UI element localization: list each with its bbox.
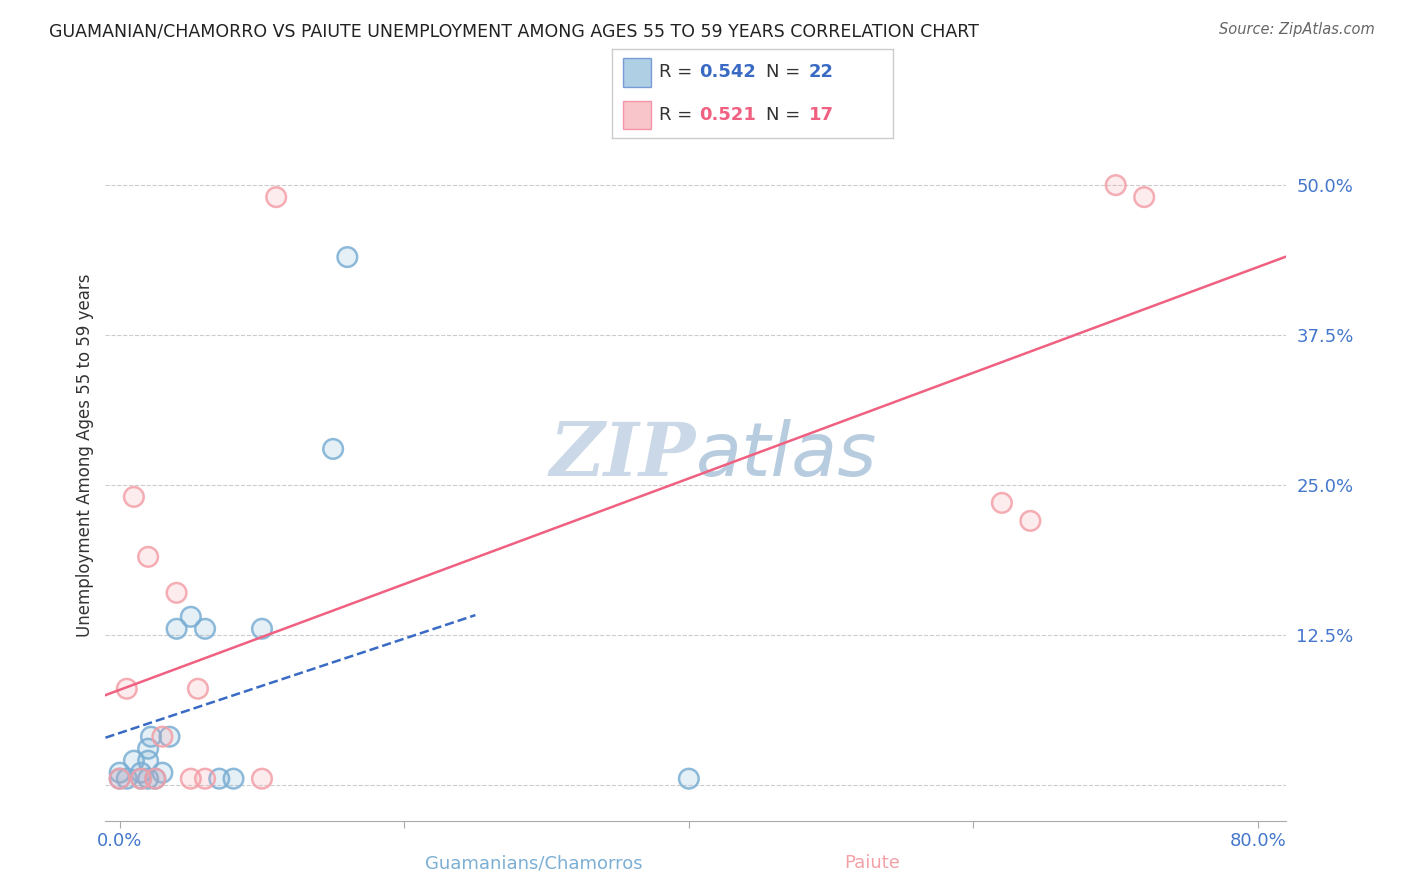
Point <box>115 681 138 696</box>
Point <box>322 442 344 456</box>
Point <box>194 772 217 786</box>
Text: GUAMANIAN/CHAMORRO VS PAIUTE UNEMPLOYMENT AMONG AGES 55 TO 59 YEARS CORRELATION : GUAMANIAN/CHAMORRO VS PAIUTE UNEMPLOYMEN… <box>49 22 979 40</box>
FancyBboxPatch shape <box>623 58 651 87</box>
Point <box>180 772 202 786</box>
Point <box>129 772 152 786</box>
Point <box>991 496 1014 510</box>
Point <box>150 730 173 744</box>
Point <box>250 622 273 636</box>
Point <box>136 772 159 786</box>
Point <box>180 609 202 624</box>
Point <box>264 190 287 204</box>
Text: Source: ZipAtlas.com: Source: ZipAtlas.com <box>1219 22 1375 37</box>
Point <box>150 765 173 780</box>
Point <box>136 754 159 768</box>
Text: 0.521: 0.521 <box>699 106 755 124</box>
Point <box>108 765 131 780</box>
Point <box>122 490 145 504</box>
Point <box>122 490 145 504</box>
Point <box>322 442 344 456</box>
Point <box>136 754 159 768</box>
FancyBboxPatch shape <box>623 101 651 129</box>
Point <box>187 681 209 696</box>
Point <box>108 765 131 780</box>
Text: 22: 22 <box>808 63 834 81</box>
Point <box>187 681 209 696</box>
Text: R =: R = <box>659 63 699 81</box>
Point <box>194 622 217 636</box>
Point <box>222 772 245 786</box>
Text: 0.542: 0.542 <box>699 63 755 81</box>
Point <box>1105 178 1128 193</box>
Point <box>1105 178 1128 193</box>
Point <box>250 772 273 786</box>
Point <box>208 772 231 786</box>
Point <box>180 772 202 786</box>
Y-axis label: Unemployment Among Ages 55 to 59 years: Unemployment Among Ages 55 to 59 years <box>76 273 94 637</box>
Text: N =: N = <box>766 106 806 124</box>
Point <box>136 549 159 564</box>
Point <box>108 772 131 786</box>
Point <box>108 772 131 786</box>
Point <box>139 730 162 744</box>
Text: Guamanians/Chamorros: Guamanians/Chamorros <box>426 855 643 872</box>
Point <box>129 772 152 786</box>
Point <box>129 772 152 786</box>
Point <box>139 730 162 744</box>
Point <box>108 772 131 786</box>
Point <box>991 496 1014 510</box>
Point <box>108 772 131 786</box>
Point <box>136 549 159 564</box>
Point <box>122 754 145 768</box>
Text: R =: R = <box>659 106 699 124</box>
Point <box>250 622 273 636</box>
Point <box>150 765 173 780</box>
Point <box>336 250 359 264</box>
Point <box>143 772 166 786</box>
Text: atlas: atlas <box>696 419 877 491</box>
Point <box>208 772 231 786</box>
Point <box>264 190 287 204</box>
Point <box>129 765 152 780</box>
Point <box>336 250 359 264</box>
Point <box>129 772 152 786</box>
Point <box>166 586 188 600</box>
Text: Paiute: Paiute <box>844 855 900 872</box>
Point <box>1019 514 1042 528</box>
Point <box>678 772 700 786</box>
Text: 17: 17 <box>808 106 834 124</box>
Point <box>194 622 217 636</box>
Point <box>136 741 159 756</box>
Point <box>143 772 166 786</box>
Point <box>180 609 202 624</box>
Point <box>143 772 166 786</box>
Point <box>115 681 138 696</box>
Point <box>143 772 166 786</box>
Point <box>1019 514 1042 528</box>
Point <box>136 772 159 786</box>
Text: N =: N = <box>766 63 806 81</box>
Point <box>115 772 138 786</box>
Point <box>129 765 152 780</box>
Point <box>250 772 273 786</box>
Point <box>166 586 188 600</box>
Text: ZIP: ZIP <box>550 418 696 491</box>
Point <box>222 772 245 786</box>
Point <box>1133 190 1156 204</box>
Point <box>166 622 188 636</box>
Point <box>122 754 145 768</box>
Point <box>159 730 181 744</box>
Point <box>678 772 700 786</box>
Point <box>115 772 138 786</box>
Point <box>150 730 173 744</box>
Point <box>1133 190 1156 204</box>
Point <box>194 772 217 786</box>
Point <box>136 741 159 756</box>
Point <box>166 622 188 636</box>
Point <box>159 730 181 744</box>
